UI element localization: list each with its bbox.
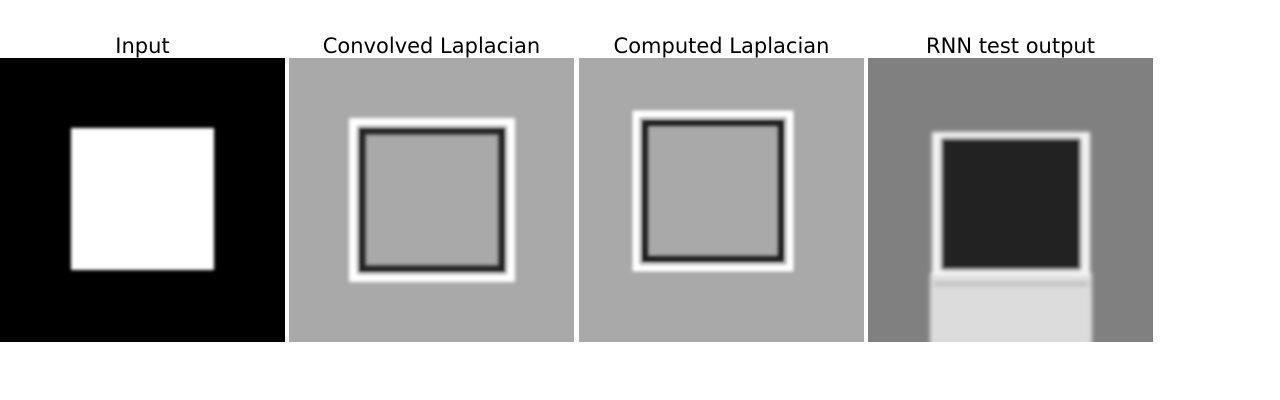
outer-bright-ring (349, 118, 515, 282)
inner-dark-ring (642, 120, 784, 262)
panel-title-rnn-test-output: RNN test output (926, 34, 1095, 58)
laplacian-background (579, 58, 864, 342)
panel-title-convolved-laplacian: Convolved Laplacian (322, 34, 541, 58)
panel-title-computed-laplacian: Computed Laplacian (613, 34, 830, 58)
convolved-laplacian-image (289, 58, 574, 342)
input-square (71, 128, 214, 270)
outer-bright-ring (632, 110, 794, 272)
rnn-dark-square (941, 138, 1081, 270)
computed-laplacian-image (579, 58, 864, 342)
rnn-lower-line (934, 282, 1088, 286)
rnn-test-output-image (868, 58, 1153, 342)
laplacian-background (289, 58, 574, 342)
input-image (0, 58, 285, 342)
inner-dark-ring (358, 127, 506, 273)
panel-title-input: Input (115, 34, 170, 58)
